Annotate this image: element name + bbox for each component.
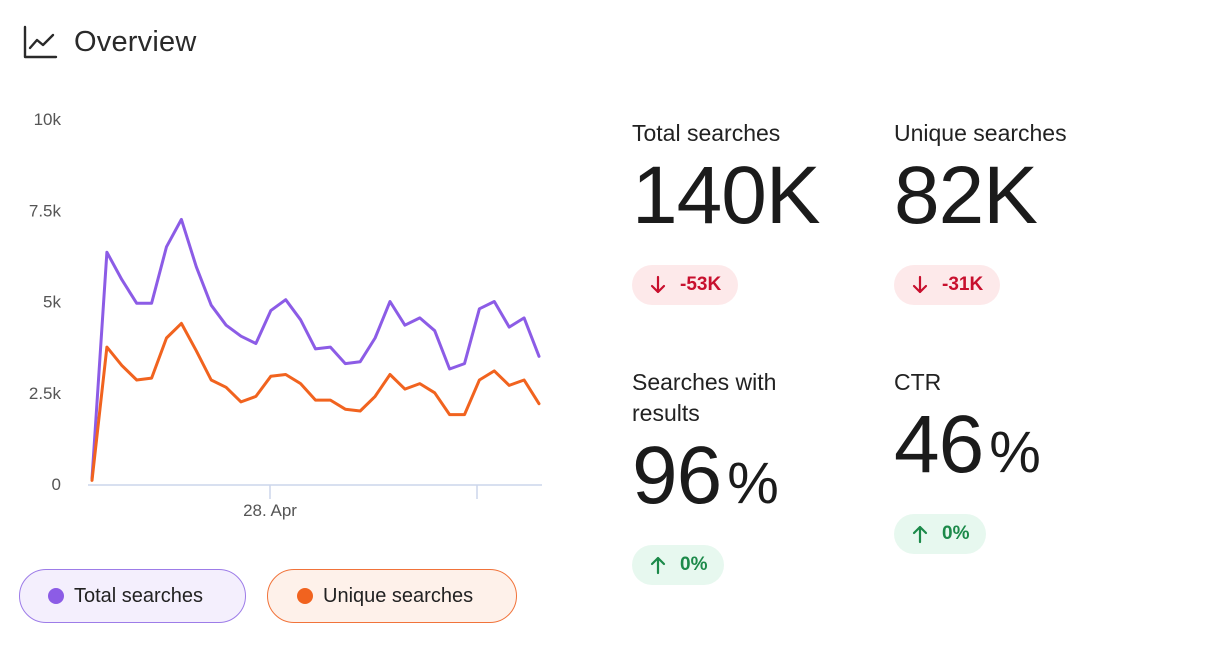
metric-value: 96% (632, 430, 779, 521)
x-tick-label: 28. Apr (243, 501, 297, 520)
delta-value: -53K (680, 274, 722, 295)
metric-value: 82K (894, 150, 1038, 241)
metric-value: 140K (632, 150, 821, 241)
metric-ctr: CTR 46% 0% (894, 367, 1134, 554)
delta-badge: 0% (894, 514, 987, 554)
overview-header: Overview (22, 24, 196, 60)
legend-label-unique: Unique searches (323, 584, 474, 607)
metric-searches-with-results: Searches with results 96% 0% (632, 367, 872, 585)
delta-value: 0% (942, 523, 970, 544)
y-tick-label: 0 (52, 475, 61, 494)
y-tick-label: 10k (34, 110, 62, 129)
metric-label: Searches with results (632, 369, 777, 426)
legend-dot-total (48, 588, 64, 604)
metric-label: Unique searches (894, 120, 1067, 146)
metric-value: 46% (894, 399, 1041, 490)
series-line-total-searches (90, 217, 541, 480)
legend-dot-unique (297, 588, 313, 604)
y-tick-label: 5k (43, 293, 61, 312)
delta-value: 0% (680, 554, 708, 575)
legend-label-total: Total searches (74, 584, 203, 607)
metric-unique-searches: Unique searches 82K -31K (894, 118, 1134, 305)
metric-total-searches: Total searches 140K -53K (632, 118, 872, 305)
metric-label: CTR (894, 369, 942, 395)
legend-unique-searches[interactable]: Unique searches (267, 569, 517, 623)
legend-total-searches[interactable]: Total searches (19, 569, 246, 623)
metric-label: Total searches (632, 120, 781, 146)
arrow-up-icon (650, 556, 666, 575)
delta-badge: 0% (632, 545, 725, 585)
arrow-down-icon (912, 275, 928, 294)
delta-badge: -31K (894, 265, 1001, 305)
y-tick-label: 7.5k (29, 201, 62, 220)
line-chart-icon (23, 25, 58, 59)
delta-badge: -53K (632, 265, 739, 305)
arrow-down-icon (650, 275, 666, 294)
arrow-up-icon (912, 525, 928, 544)
delta-value: -31K (942, 274, 984, 295)
series-line-unique-searches (90, 321, 541, 482)
y-tick-label: 2.5k (29, 384, 62, 403)
line-chart: 0 2.5k 5k 7.5k 10k 28. Apr (29, 110, 542, 520)
page-title: Overview (74, 25, 197, 58)
